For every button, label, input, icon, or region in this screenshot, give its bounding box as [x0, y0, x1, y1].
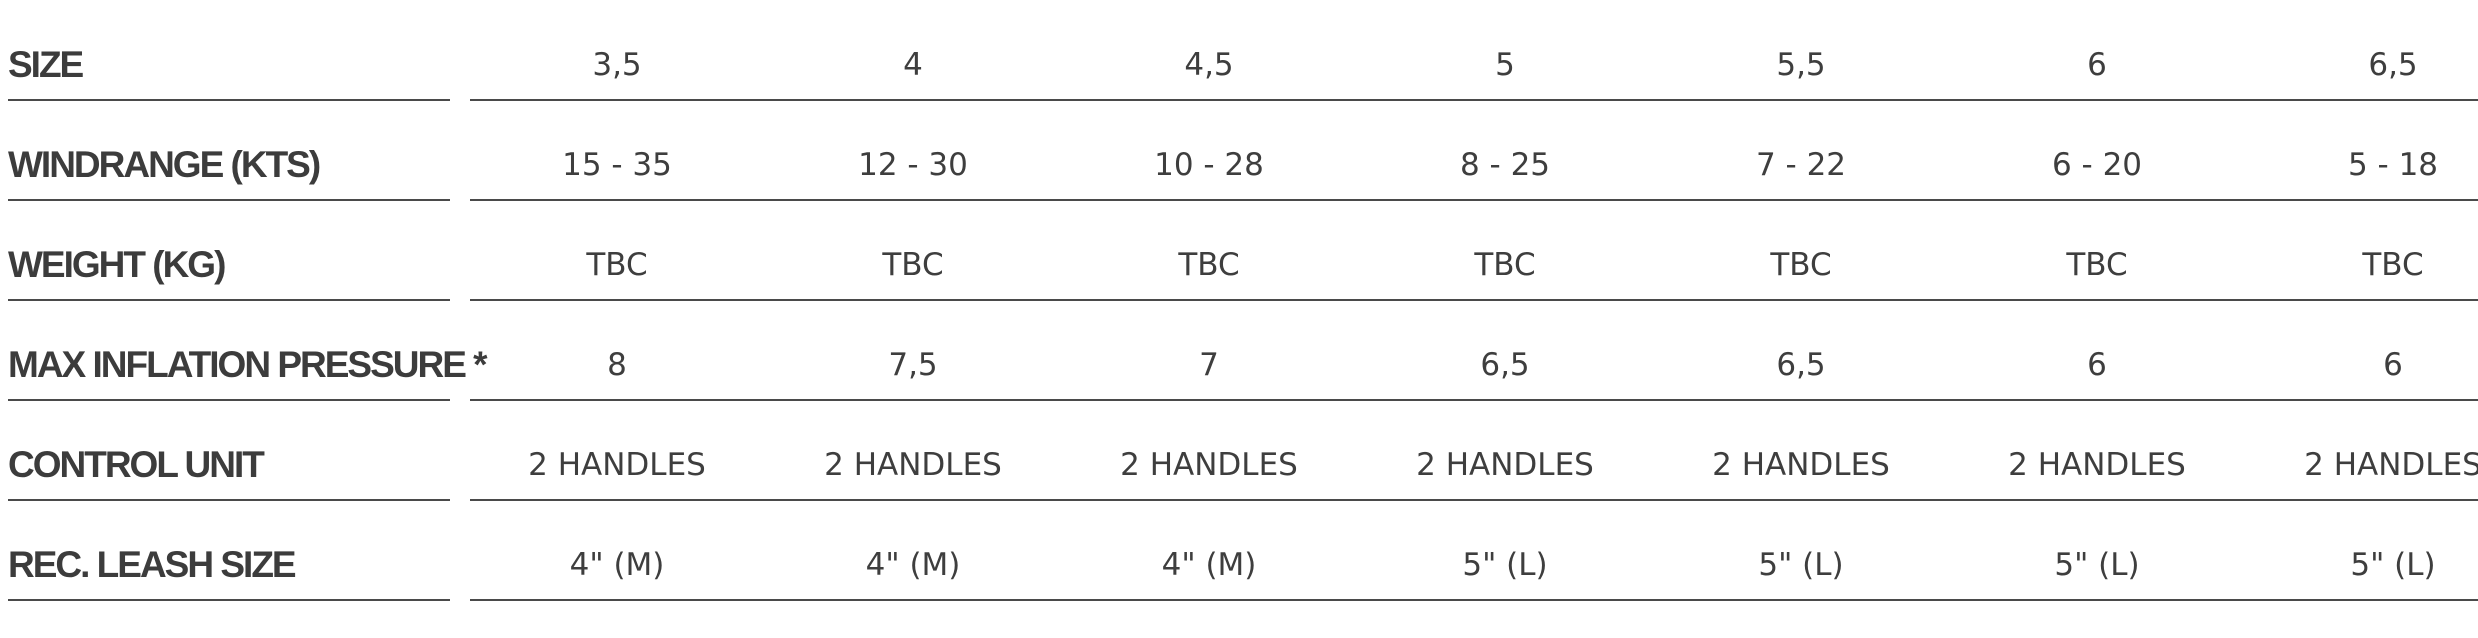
size-cell: 4 — [903, 47, 923, 83]
weight-cell: TBC — [2066, 247, 2128, 283]
size-cell: 6,5 — [2368, 47, 2418, 83]
row-max-inflation-pressure: MAX INFLATION PRESSURE * 8 7,5 7 6,5 6,5… — [0, 300, 2478, 401]
size-cell: 5 — [1495, 47, 1515, 83]
control-unit-cell: 2 HANDLES — [2008, 447, 2186, 483]
leash-size-cell: 5" (L) — [1758, 547, 1844, 583]
control-unit-cell: 2 HANDLES — [2304, 447, 2478, 483]
row-divider-values — [470, 599, 2478, 601]
row-divider-label — [8, 299, 450, 301]
windrange-cell: 5 - 18 — [2347, 147, 2439, 183]
row-rec-leash-size: REC. LEASH SIZE 4" (M) 4" (M) 4" (M) 5" … — [0, 500, 2478, 601]
row-label: REC. LEASH SIZE — [8, 544, 297, 585]
size-cell: 5,5 — [1776, 47, 1826, 83]
control-unit-cell: 2 HANDLES — [824, 447, 1002, 483]
row-divider-label — [8, 99, 450, 101]
control-unit-cell: 2 HANDLES — [1120, 447, 1298, 483]
windrange-cell: 12 - 30 — [858, 147, 968, 183]
row-divider-values — [470, 199, 2478, 201]
pressure-cell: 6,5 — [1480, 347, 1530, 383]
row-divider-values — [470, 99, 2478, 101]
row-label: CONTROL UNIT — [8, 444, 265, 485]
weight-cell: TBC — [882, 247, 944, 283]
weight-cell: TBC — [1474, 247, 1536, 283]
windrange-cell: 15 - 35 — [562, 147, 672, 183]
row-label: MAX INFLATION PRESSURE * — [8, 344, 488, 385]
pressure-cell: 6 — [2087, 347, 2107, 383]
row-control-unit: CONTROL UNIT 2 HANDLES 2 HANDLES 2 HANDL… — [0, 400, 2478, 501]
row-label: WEIGHT (KG) — [8, 244, 226, 285]
leash-size-cell: 5" (L) — [2350, 547, 2436, 583]
leash-size-cell: 4" (M) — [569, 547, 665, 583]
windrange-cell: 7 - 22 — [1755, 147, 1847, 183]
leash-size-cell: 4" (M) — [865, 547, 961, 583]
row-size: SIZE 3,5 4 4,5 5 5,5 6 6,5 — [0, 0, 2478, 101]
control-unit-cell: 2 HANDLES — [1416, 447, 1594, 483]
pressure-cell: 7,5 — [888, 347, 938, 383]
pressure-cell: 8 — [607, 347, 627, 383]
row-label: SIZE — [8, 44, 84, 85]
weight-cell: TBC — [2362, 247, 2424, 283]
spec-table: SIZE 3,5 4 4,5 5 5,5 6 6,5 WINDRANGE (KT… — [0, 0, 2478, 601]
size-cell: 6 — [2087, 47, 2107, 83]
row-divider-label — [8, 199, 450, 201]
row-label: WINDRANGE (KTS) — [8, 144, 321, 185]
row-weight: WEIGHT (KG) TBC TBC TBC TBC TBC TBC TBC — [0, 200, 2478, 301]
windrange-cell: 10 - 28 — [1154, 147, 1264, 183]
row-divider-label — [8, 599, 450, 601]
weight-cell: TBC — [1178, 247, 1240, 283]
row-divider-values — [470, 299, 2478, 301]
size-cell: 4,5 — [1184, 47, 1234, 83]
leash-size-cell: 4" (M) — [1161, 547, 1257, 583]
pressure-cell: 7 — [1199, 347, 1219, 383]
row-divider-label — [8, 399, 450, 401]
row-divider-values — [470, 399, 2478, 401]
pressure-cell: 6 — [2383, 347, 2403, 383]
windrange-cell: 6 - 20 — [2051, 147, 2143, 183]
leash-size-cell: 5" (L) — [1462, 547, 1548, 583]
weight-cell: TBC — [586, 247, 648, 283]
windrange-cell: 8 - 25 — [1459, 147, 1551, 183]
pressure-cell: 6,5 — [1776, 347, 1826, 383]
row-divider-values — [470, 499, 2478, 501]
control-unit-cell: 2 HANDLES — [1712, 447, 1890, 483]
weight-cell: TBC — [1770, 247, 1832, 283]
control-unit-cell: 2 HANDLES — [528, 447, 706, 483]
row-divider-label — [8, 499, 450, 501]
leash-size-cell: 5" (L) — [2054, 547, 2140, 583]
size-cell: 3,5 — [592, 47, 642, 83]
row-windrange: WINDRANGE (KTS) 15 - 35 12 - 30 10 - 28 … — [0, 100, 2478, 201]
